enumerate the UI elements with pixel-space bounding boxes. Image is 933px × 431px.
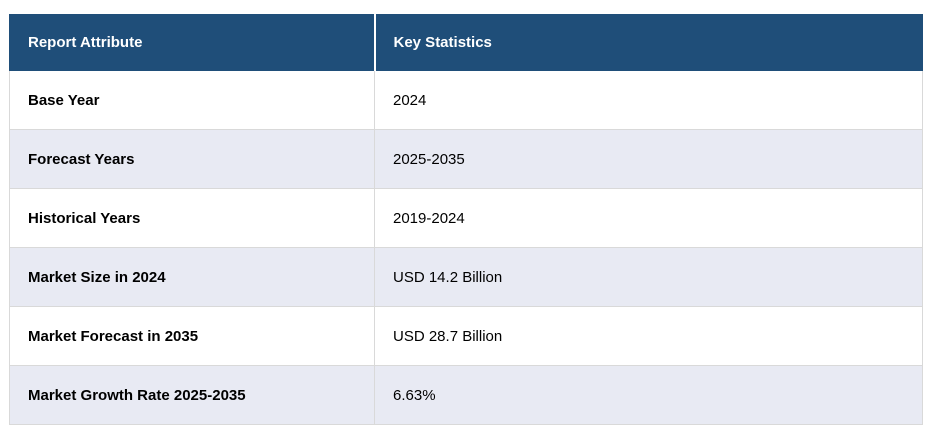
column-header-report-attribute: Report Attribute (9, 14, 375, 71)
attribute-cell-historical-years: Historical Years (9, 188, 375, 248)
table-row: Market Forecast in 2035 USD 28.7 Billion (9, 306, 923, 366)
value-cell-forecast-years: 2025-2035 (374, 129, 923, 189)
table-row: Historical Years 2019-2024 (9, 188, 923, 248)
attribute-cell-forecast-years: Forecast Years (9, 129, 375, 189)
value-cell-growth-rate: 6.63% (374, 365, 923, 425)
attribute-cell-base-year: Base Year (9, 70, 375, 130)
attribute-cell-market-size: Market Size in 2024 (9, 247, 375, 307)
value-cell-historical-years: 2019-2024 (374, 188, 923, 248)
value-cell-market-forecast: USD 28.7 Billion (374, 306, 923, 366)
column-header-key-statistics: Key Statistics (373, 14, 923, 71)
table-row: Base Year 2024 (9, 70, 923, 130)
attribute-cell-market-forecast: Market Forecast in 2035 (9, 306, 375, 366)
value-cell-base-year: 2024 (374, 70, 923, 130)
table-row: Forecast Years 2025-2035 (9, 129, 923, 189)
table-row: Market Growth Rate 2025-2035 6.63% (9, 365, 923, 425)
table-header-row: Report Attribute Key Statistics (9, 14, 923, 71)
table-row: Market Size in 2024 USD 14.2 Billion (9, 247, 923, 307)
value-cell-market-size: USD 14.2 Billion (374, 247, 923, 307)
attribute-cell-growth-rate: Market Growth Rate 2025-2035 (9, 365, 375, 425)
report-attributes-table: Report Attribute Key Statistics Base Yea… (9, 14, 923, 425)
